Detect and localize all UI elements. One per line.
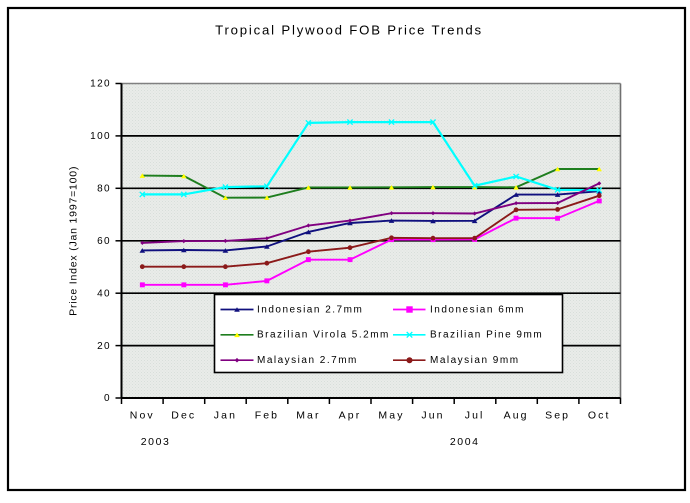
svg-text:Oct: Oct <box>588 410 611 422</box>
svg-text:2004: 2004 <box>450 436 480 448</box>
svg-text:Jun: Jun <box>421 410 444 422</box>
svg-text:Tropical Plywood FOB Price Tre: Tropical Plywood FOB Price Trends <box>215 23 483 38</box>
svg-text:Malaysian 2.7mm: Malaysian 2.7mm <box>257 355 358 366</box>
svg-text:40: 40 <box>97 288 111 299</box>
svg-text:Indonesian 2.7mm: Indonesian 2.7mm <box>257 304 363 315</box>
svg-text:Dec: Dec <box>171 410 196 422</box>
svg-text:Jan: Jan <box>214 410 237 422</box>
svg-text:Sep: Sep <box>545 410 570 422</box>
svg-text:Aug: Aug <box>504 410 529 422</box>
svg-text:Malaysian 9mm: Malaysian 9mm <box>430 355 520 366</box>
svg-text:Apr: Apr <box>339 410 362 422</box>
svg-text:Nov: Nov <box>130 410 155 422</box>
svg-text:Indonesian 6mm: Indonesian 6mm <box>430 304 525 315</box>
svg-text:20: 20 <box>97 341 111 352</box>
svg-text:80: 80 <box>97 184 111 195</box>
svg-text:60: 60 <box>97 236 111 247</box>
svg-text:Jul: Jul <box>465 410 485 422</box>
svg-text:100: 100 <box>90 131 111 142</box>
svg-text:0: 0 <box>104 393 111 404</box>
svg-text:Brazilian Pine 9mm: Brazilian Pine 9mm <box>430 330 543 341</box>
svg-text:Feb: Feb <box>255 410 279 422</box>
svg-text:2003: 2003 <box>141 436 171 448</box>
svg-text:May: May <box>378 410 404 422</box>
svg-text:Price Index (Jan 1997=100): Price Index (Jan 1997=100) <box>68 166 80 316</box>
svg-text:Mar: Mar <box>296 410 320 422</box>
svg-text:Brazilian Virola 5.2mm: Brazilian Virola 5.2mm <box>257 330 390 341</box>
svg-text:120: 120 <box>90 79 111 90</box>
